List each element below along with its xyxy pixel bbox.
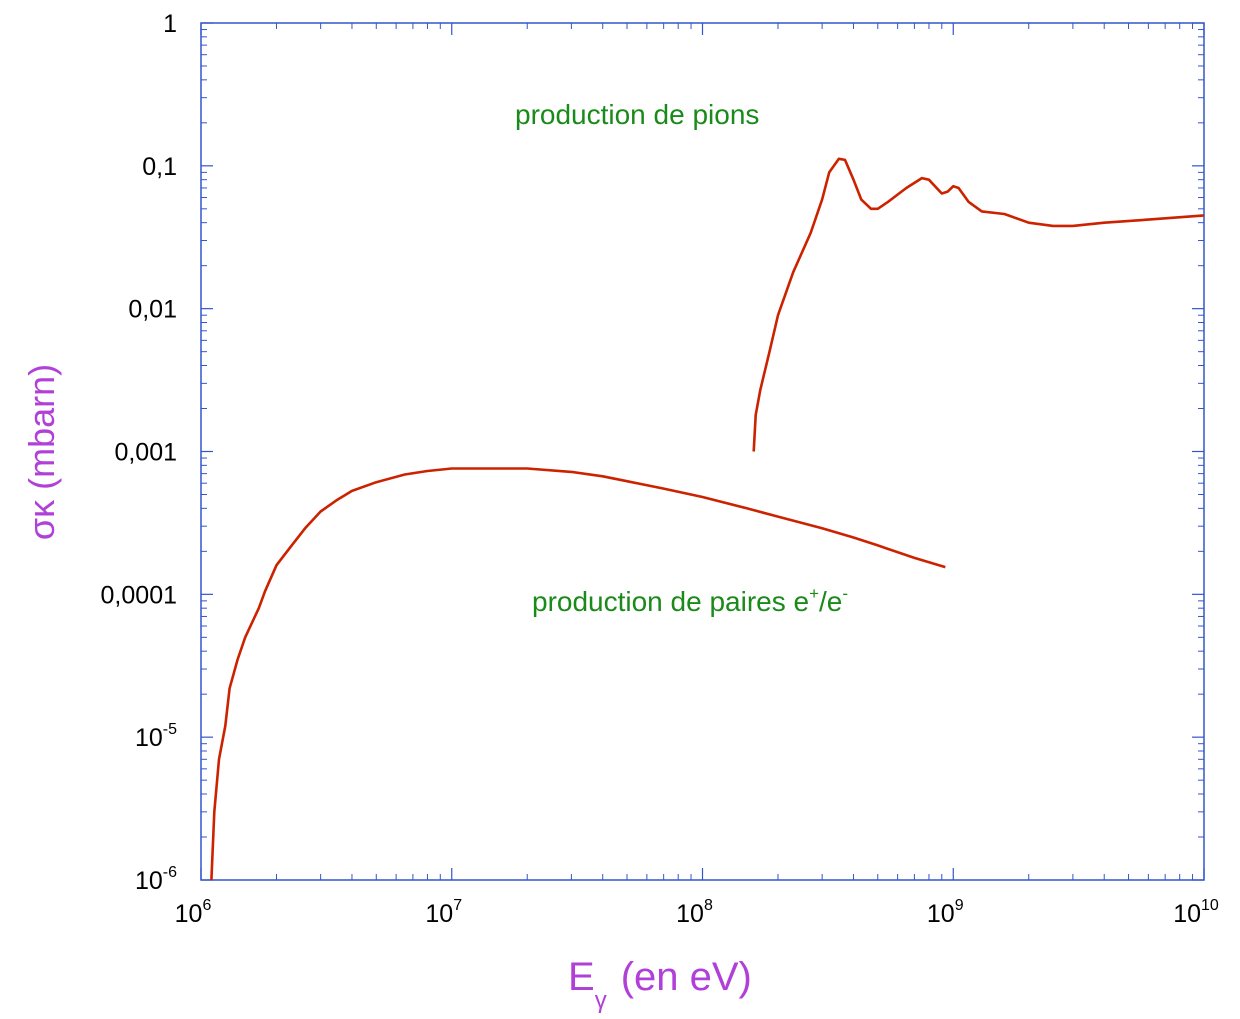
plot-frame (200, 22, 1205, 881)
x-tick-label-exp: 7 (453, 897, 462, 914)
x-axis-label: Eγ (en eV) (568, 955, 752, 1014)
x-tick-label-base: 10 (425, 900, 453, 928)
x-tick-label-base: 10 (927, 900, 955, 928)
minor-ticks (201, 23, 1204, 880)
annotation-pair-sup-plus: + (809, 584, 819, 603)
x-axis-label-main: E (568, 955, 595, 999)
pair-production-curve (210, 467, 946, 881)
y-tick-label-exp: -6 (163, 864, 177, 881)
annotation-pair-mid: /e (819, 586, 842, 617)
y-tick-label-base: 10 (135, 867, 163, 895)
annotation-pion-production: production de pions (515, 99, 759, 130)
x-tick-label: 109 (927, 897, 964, 928)
y-tick-label: 10-5 (135, 721, 177, 752)
x-axis-label-subscript: γ (595, 987, 607, 1014)
y-tick-label: 10-6 (135, 864, 177, 895)
x-tick-label-base: 10 (1173, 900, 1201, 928)
curves (210, 157, 1205, 881)
pion-production-curve (752, 157, 1205, 452)
y-tick-label: 1 (163, 10, 177, 38)
y-tick-label-base: 0,0001 (101, 581, 177, 609)
x-tick-labels: 106 107 108 109 1010 (175, 897, 1219, 928)
x-tick-label-exp: 8 (704, 897, 713, 914)
y-axis-label: σκ (mbarn) (21, 364, 62, 540)
y-tick-label-base: 0,001 (114, 439, 177, 467)
y-tick-label: 0,01 (128, 296, 177, 324)
y-tick-label-exp: -5 (163, 721, 177, 738)
y-tick-label: 0,1 (142, 153, 177, 181)
y-tick-label-base: 0,01 (128, 296, 177, 324)
x-tick-label: 106 (175, 897, 212, 928)
y-tick-label-base: 0,1 (142, 153, 177, 181)
y-tick-label-base: 10 (135, 724, 163, 752)
annotation-pair-prefix: production de paires e (532, 586, 809, 617)
y-tick-label-base: 1 (163, 10, 177, 38)
x-tick-label-exp: 9 (955, 897, 964, 914)
x-tick-label-exp: 6 (202, 897, 211, 914)
x-tick-label: 1010 (1173, 897, 1219, 928)
x-axis-label-suffix: (en eV) (621, 955, 752, 999)
annotation-pair-production: production de paires e+/e- (532, 584, 848, 617)
x-tick-label: 107 (425, 897, 462, 928)
annotation-pair-sup-minus: - (842, 584, 848, 603)
x-tick-label-base: 10 (676, 900, 704, 928)
y-tick-label: 0,0001 (101, 581, 177, 609)
major-ticks (200, 22, 1205, 881)
x-tick-label-exp: 10 (1201, 897, 1219, 914)
x-tick-label-base: 10 (175, 900, 203, 928)
x-tick-label: 108 (676, 897, 713, 928)
y-tick-label: 0,001 (114, 439, 177, 467)
